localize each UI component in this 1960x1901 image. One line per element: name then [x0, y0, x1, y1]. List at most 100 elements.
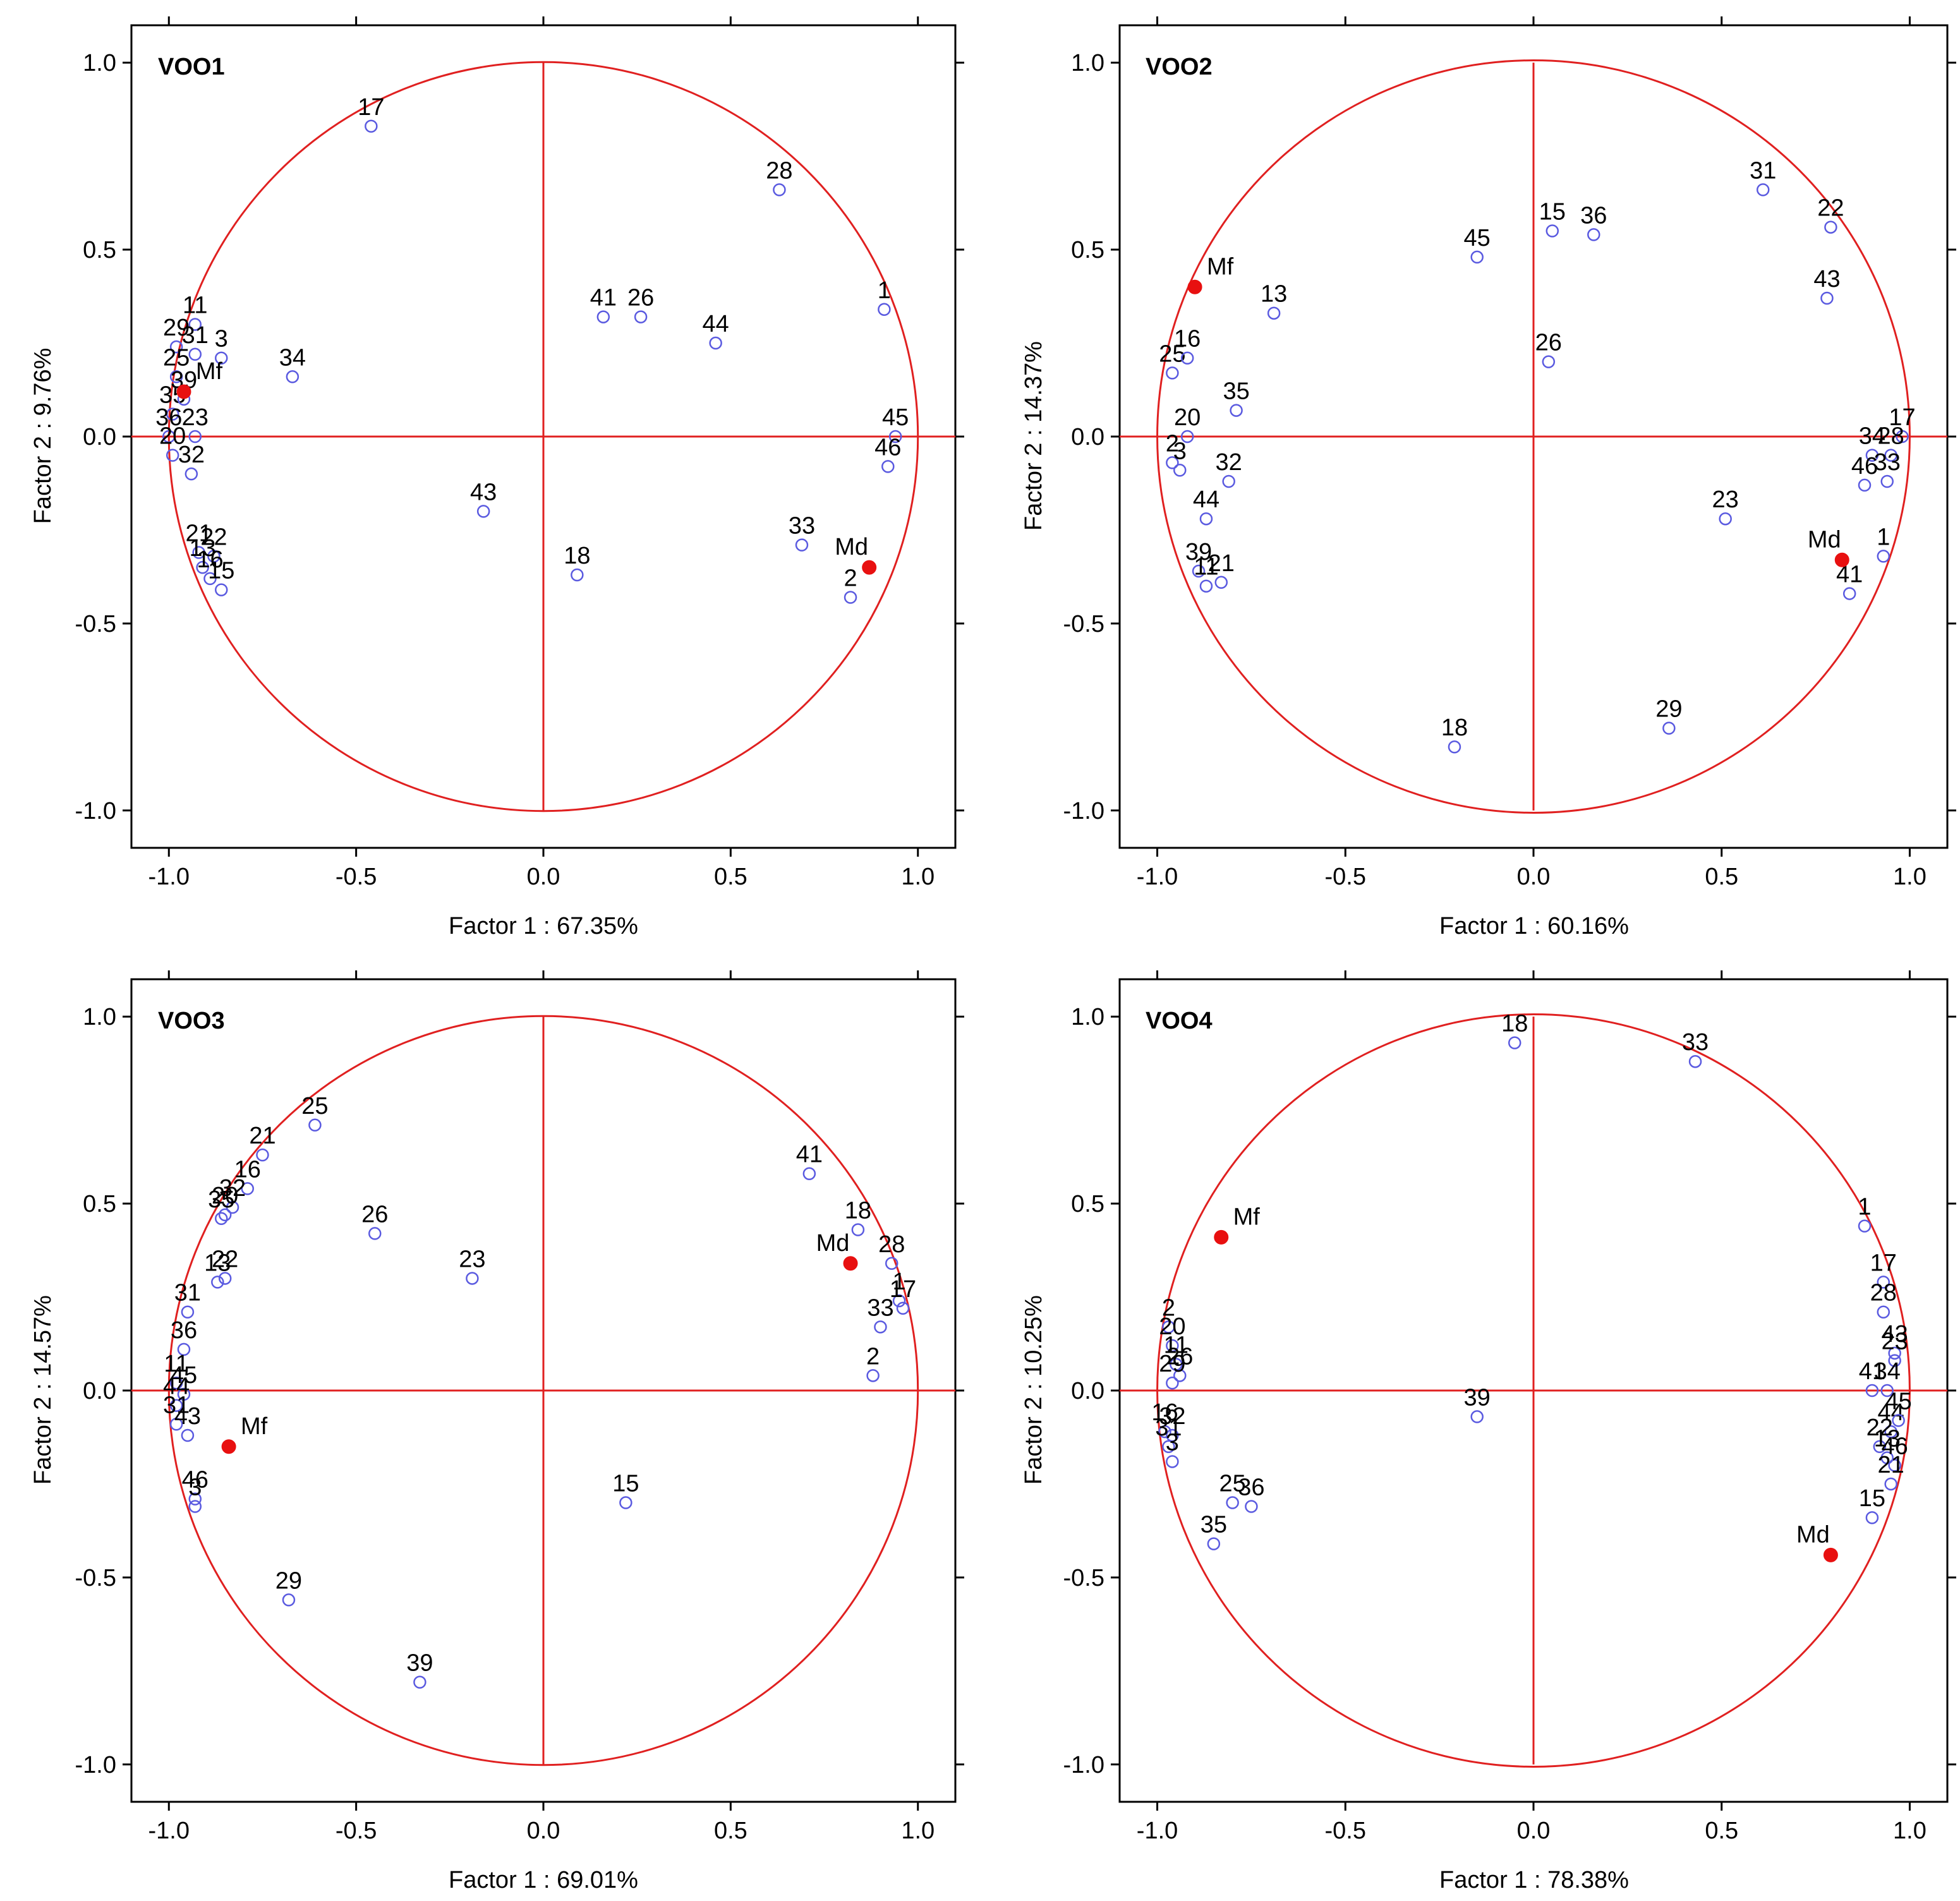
- variable-point-label: 20: [1159, 1313, 1185, 1340]
- variable-point: [1865, 1384, 1879, 1397]
- variable-point-label: 3: [188, 1474, 202, 1500]
- variable-point: [1542, 355, 1556, 368]
- variable-point: [795, 538, 809, 552]
- variable-point: [1858, 1219, 1872, 1233]
- panel-voo1: -1.0 -1.0 -0.5 -0.5 0.0 0.0 0.5 0.5 1.0 1.0 17 28 41…: [30, 16, 964, 939]
- variable-point: [413, 1675, 426, 1689]
- y-tick-label: 1.0: [83, 50, 116, 76]
- x-tick-label: 1.0: [1893, 864, 1927, 890]
- variable-point-label: 16: [1174, 326, 1201, 353]
- variable-point: [1884, 1425, 1897, 1439]
- variable-point-label: 41: [590, 285, 617, 311]
- variable-point: [188, 430, 202, 444]
- x-tick-label: 0.0: [527, 864, 560, 890]
- variable-point-label: 20: [1174, 404, 1201, 431]
- variable-point-label: 44: [1193, 486, 1219, 513]
- variable-point: [773, 183, 786, 196]
- x-tick-label: -0.5: [1325, 1818, 1366, 1844]
- variable-point-label: 22: [1866, 1415, 1893, 1441]
- variable-point-label: 25: [1159, 341, 1185, 367]
- variable-point-label: 35: [1201, 1512, 1227, 1538]
- variable-point: [166, 449, 179, 462]
- x-tick-label: -1.0: [1137, 1818, 1178, 1844]
- variable-point-label: 26: [361, 1201, 388, 1228]
- variable-point: [185, 467, 198, 481]
- variable-point: [1756, 183, 1770, 196]
- variable-point-label: 16: [197, 546, 223, 573]
- supplementary-point-label: Md: [816, 1230, 850, 1257]
- variable-point: [286, 370, 299, 383]
- variable-point: [1877, 550, 1890, 563]
- variable-point-label: 17: [1889, 404, 1915, 431]
- variable-point-label: 45: [1464, 225, 1491, 251]
- variable-point: [1888, 1354, 1901, 1367]
- variable-point-label: 41: [1859, 1358, 1885, 1385]
- variable-point-label: 17: [890, 1276, 916, 1303]
- variable-point: [215, 583, 228, 596]
- variable-point: [1166, 1376, 1179, 1390]
- variable-point: [878, 303, 891, 317]
- variable-point: [476, 505, 490, 518]
- x-tick-label: 0.5: [714, 864, 747, 890]
- variable-point-label: 33: [1682, 1029, 1709, 1056]
- x-tick-label: 0.5: [1705, 1818, 1738, 1844]
- variable-point-label: 18: [845, 1198, 871, 1224]
- variable-point: [1896, 430, 1909, 444]
- y-axis-title: Factor 2 : 9.76%: [30, 348, 56, 524]
- variable-point-label: 45: [1885, 1388, 1911, 1415]
- variable-point-label: 13: [1261, 281, 1287, 308]
- y-tick-label: 0.0: [83, 424, 116, 450]
- y-tick-label: 0.5: [1071, 237, 1104, 263]
- y-tick-label: -0.5: [1063, 1565, 1104, 1591]
- x-axis-title: Factor 1 : 78.38%: [1439, 1867, 1629, 1893]
- variable-point: [1877, 1276, 1890, 1289]
- variable-point-label: 33: [789, 513, 815, 540]
- variable-point: [177, 1343, 191, 1356]
- variable-point-label: 29: [163, 315, 190, 341]
- variable-point: [885, 1257, 898, 1270]
- variable-point-label: 28: [1878, 423, 1904, 450]
- variable-point-label: 44: [163, 1373, 190, 1400]
- x-tick-label: 1.0: [901, 864, 935, 890]
- variable-point-label: 13: [204, 1250, 231, 1276]
- y-tick-label: -0.5: [75, 1565, 116, 1591]
- variable-point-label: 16: [234, 1156, 261, 1183]
- variable-point-label: 26: [1166, 1343, 1193, 1370]
- variable-point-label: 28: [878, 1231, 905, 1258]
- variable-point: [1173, 1369, 1187, 1382]
- variable-point: [192, 546, 205, 559]
- variable-point-label: 39: [406, 1650, 433, 1677]
- variable-point: [215, 1212, 228, 1226]
- variable-point: [368, 1227, 382, 1240]
- variable-point-label: 21: [1878, 1452, 1904, 1478]
- variable-point-label: 46: [182, 1467, 209, 1494]
- variable-point: [866, 1369, 880, 1382]
- variable-point-label: 45: [882, 404, 909, 431]
- variable-point-label: 3: [1173, 438, 1187, 464]
- variable-point: [1888, 1459, 1901, 1472]
- variable-point: [1166, 366, 1179, 380]
- variable-point-label: 45: [171, 1362, 197, 1389]
- variable-point-label: 2: [866, 1343, 880, 1370]
- variable-point-label: 33: [1874, 449, 1901, 476]
- variable-point-label: 43: [174, 1403, 201, 1430]
- variable-point-label: 28: [766, 157, 792, 184]
- variable-point-label: 3: [1166, 1429, 1179, 1456]
- variable-point: [1470, 1410, 1484, 1423]
- variable-point: [1820, 291, 1834, 305]
- x-tick-label: -1.0: [148, 1818, 190, 1844]
- variable-point-label: 33: [867, 1294, 893, 1321]
- panel-title: VOO2: [1146, 54, 1213, 80]
- variable-point-label: 41: [796, 1142, 823, 1168]
- variable-point-label: 36: [1238, 1474, 1264, 1500]
- variable-point: [1166, 1428, 1179, 1442]
- supplementary-point-label: Md: [835, 534, 868, 560]
- variable-point-label: 15: [208, 558, 234, 584]
- variable-point: [1880, 1451, 1894, 1464]
- variable-point-label: 36: [155, 404, 182, 431]
- panel-title: VOO3: [158, 1008, 225, 1034]
- variable-point-label: 25: [1219, 1471, 1245, 1497]
- variable-point: [892, 1294, 906, 1308]
- variable-point: [169, 1399, 183, 1412]
- variable-point-label: 23: [182, 404, 209, 431]
